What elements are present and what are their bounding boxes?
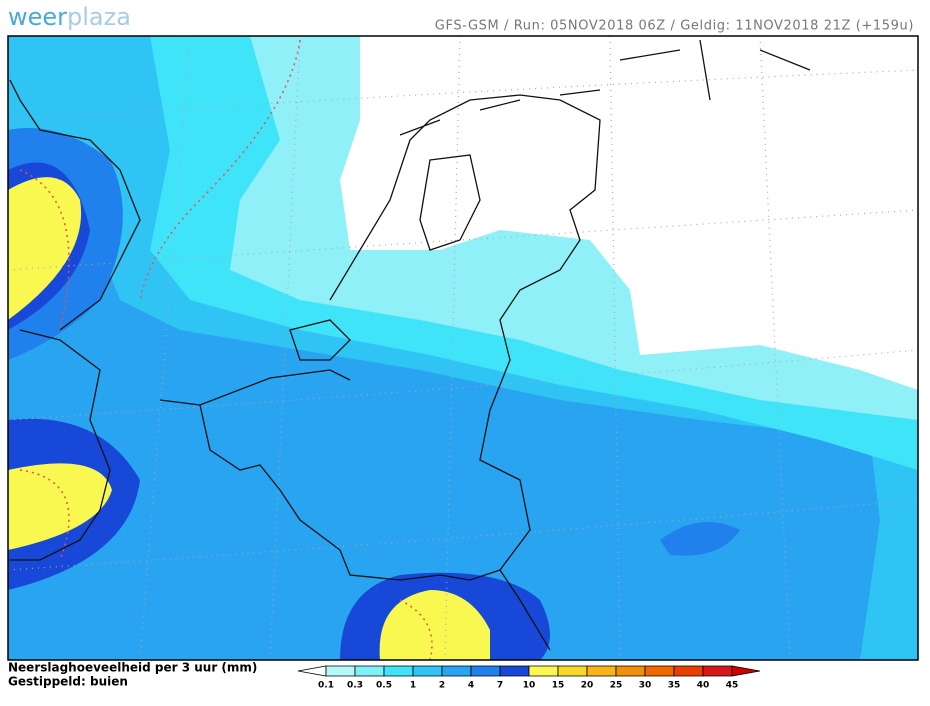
colorbar-swatch [441, 665, 472, 677]
colorbar-tick-label: 45 [726, 681, 739, 691]
colorbar-swatch [644, 665, 675, 677]
rain-field [8, 177, 82, 320]
colorbar-tick-label: 20 [581, 681, 594, 691]
coastline [9, 39, 811, 651]
colorbar-swatch [470, 665, 501, 677]
colorbar-tick-label: 25 [610, 681, 623, 691]
colorbar-swatch [586, 665, 617, 677]
map-frame [7, 35, 919, 661]
colorbar-tick-label: 30 [639, 681, 652, 691]
colorbar-tick-label: 40 [697, 681, 710, 691]
colorbar-swatch [325, 665, 356, 677]
colorbar-tick-label: 2 [439, 681, 445, 691]
colorbar-swatch [731, 665, 761, 677]
map [7, 35, 919, 661]
rain-field [379, 590, 490, 660]
colorbar-swatch [528, 665, 559, 677]
colorbar-swatch [557, 665, 588, 677]
rain-field [8, 463, 112, 550]
run-info: GFS-GSM / Run: 05NOV2018 06Z / Geldig: 1… [435, 19, 914, 34]
colorbar-tick-label: 15 [552, 681, 565, 691]
colorbar-tick-label: 7 [497, 681, 503, 691]
rain-field [660, 522, 740, 556]
graticule [8, 36, 918, 660]
colorbar-tick-label: 1 [410, 681, 416, 691]
colorbar-tick-label: 0.5 [376, 681, 392, 691]
colorbar-swatch [354, 665, 385, 677]
logo-plaza: plaza [67, 3, 131, 31]
colorbar-swatch [615, 665, 646, 677]
legend-title: Neerslaghoeveelheid per 3 uur (mm) [8, 661, 257, 675]
colorbar-swatch [702, 665, 733, 677]
colorbar-tick-label: 10 [523, 681, 536, 691]
shower-contours [19, 39, 433, 660]
colorbar-swatch [297, 665, 327, 677]
legend-subtitle: Gestippeld: buien [8, 675, 128, 689]
colorbar-tick-label: 0.3 [347, 681, 363, 691]
colorbar-swatch [412, 665, 443, 677]
colorbar: 0.1 0.3 0.5 1 2 4 7 10 15 20 25 30 35 40 45 [297, 665, 761, 691]
colorbar-tick-label: 0.1 [318, 681, 334, 691]
colorbar-swatch [673, 665, 704, 677]
colorbar-tick-label: 35 [668, 681, 681, 691]
colorbar-tick-label: 4 [468, 681, 474, 691]
colorbar-swatch [383, 665, 414, 677]
dry-area [340, 36, 918, 390]
logo-weer: weer [8, 3, 67, 31]
logo: weerplaza [8, 3, 131, 31]
colorbar-swatch [499, 665, 530, 677]
